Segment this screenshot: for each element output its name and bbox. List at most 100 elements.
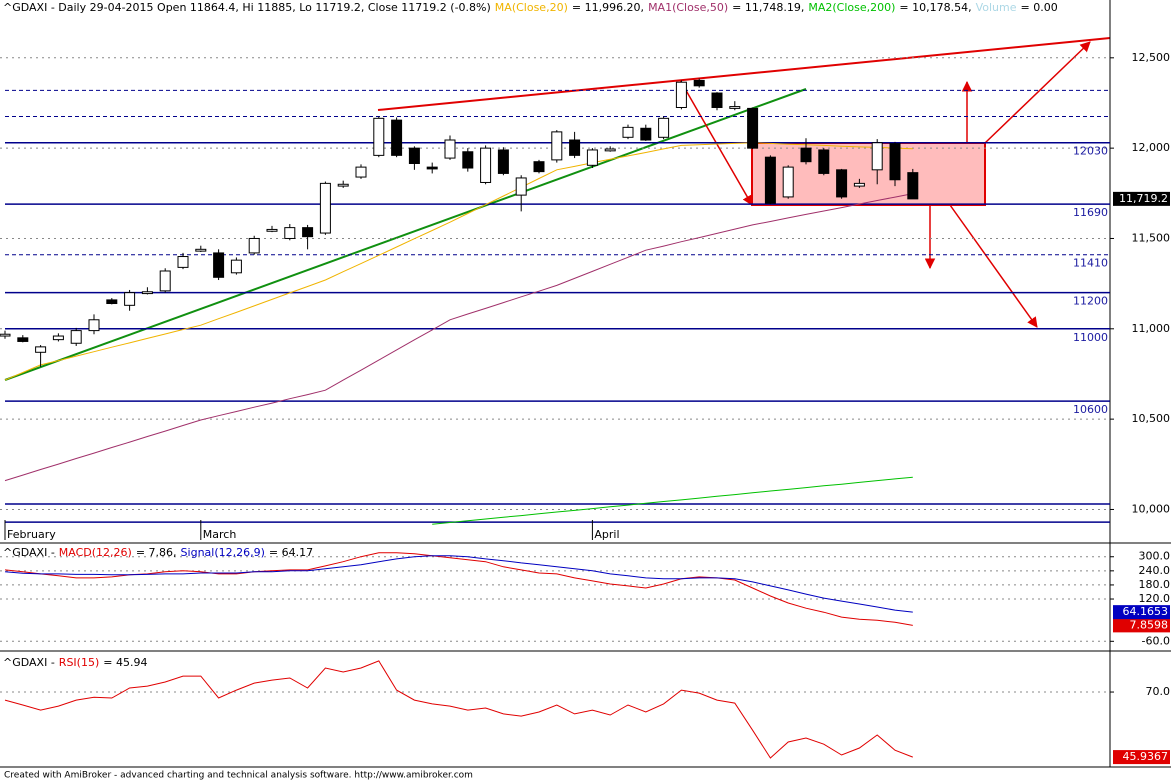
candle-body [337, 183, 349, 187]
arrow [984, 41, 1091, 144]
candle-body [373, 117, 385, 156]
candle-body [408, 147, 420, 164]
legend-entry: MA2(Close,200) [808, 1, 895, 14]
value-badge-label: 7.8598 [1130, 618, 1169, 631]
legend-readout: = 10,178.54, [899, 1, 971, 14]
legend-entry: Signal(12,26,9) [181, 546, 265, 559]
pane-title: ^GDAXI - [3, 656, 55, 669]
candle-body [213, 252, 225, 278]
candle-body [177, 256, 189, 268]
candle-body [907, 172, 919, 200]
arrow [949, 204, 1038, 328]
candle-body [35, 346, 47, 353]
support-line [4, 88, 807, 381]
footer: Created with AmiBroker - advanced charti… [4, 771, 473, 781]
level-label: 10600 [1073, 403, 1108, 416]
moving-average [432, 476, 913, 525]
candle-body [818, 149, 830, 174]
candle-body [355, 166, 367, 178]
y-tick-label: 11,500 [1132, 231, 1171, 244]
candle-body [70, 330, 82, 344]
candle-body [88, 319, 100, 332]
level-label: 11410 [1073, 257, 1108, 270]
indicator-line [4, 555, 913, 613]
candle-body [782, 166, 794, 198]
resistance-line [377, 37, 1111, 111]
candle-body [141, 291, 153, 295]
candle-body [871, 142, 883, 171]
y-tick-label: 12,500 [1132, 51, 1171, 64]
y-tick-label: 11,000 [1132, 322, 1171, 335]
value-badge [1113, 750, 1170, 765]
candle-body [586, 149, 598, 166]
candle-body [711, 92, 723, 108]
x-tick-label: February [7, 528, 56, 541]
legend-entry: MACD(12,26) [59, 546, 132, 559]
y-tick-label: 10,500 [1132, 412, 1171, 425]
legend-entry: MA(Close,20) [495, 1, 568, 14]
legend-readout: = 45.94 [103, 656, 147, 669]
candle-body [302, 227, 314, 238]
legend-entry: RSI(15) [59, 656, 99, 669]
candle-body [747, 107, 759, 149]
candle-body [444, 139, 456, 159]
candle-body [284, 227, 296, 239]
candle-body [0, 333, 11, 337]
candle-body [515, 177, 527, 196]
candle-body [853, 182, 865, 187]
pane-title: ^GDAXI - Daily 29-04-2015 Open 11864.4, … [3, 1, 491, 14]
value-badge [1113, 191, 1170, 206]
legend-readout: = 64.17 [269, 546, 313, 559]
legend-readout: = 11,748.19, [732, 1, 804, 14]
y-tick-label: 300.0 [1139, 550, 1171, 563]
candle-body [319, 182, 331, 234]
y-tick-label: -60.0 [1142, 634, 1170, 647]
indicator-line [4, 660, 913, 759]
pane-header: ^GDAXI - RSI(15) = 45.94 [3, 656, 147, 669]
pane-header: ^GDAXI - MACD(12,26) = 7.86, Signal(12,26,9… [3, 546, 313, 559]
legend-readout: = 7.86, [136, 546, 177, 559]
value-badge [1113, 618, 1170, 633]
level-label: 11200 [1073, 295, 1108, 308]
legend-readout: = 0.00 [1021, 1, 1058, 14]
candle-body [640, 127, 652, 141]
y-tick-label: 180.0 [1139, 578, 1171, 591]
candle-body [17, 337, 29, 342]
legend-entry: Volume [976, 1, 1017, 14]
value-badge-label: 11,719.2 [1119, 192, 1168, 205]
candle-body [836, 169, 848, 198]
y-tick-label: 70.0 [1146, 685, 1171, 698]
x-tick-label: March [203, 528, 237, 541]
candle-body [391, 119, 403, 156]
candle-body [106, 299, 118, 305]
candle-body [462, 151, 474, 169]
level-label: 11000 [1073, 331, 1108, 344]
candle-body [195, 248, 207, 252]
candle-body [426, 166, 438, 170]
candle-body [159, 270, 171, 292]
y-tick-label: 120.0 [1139, 592, 1171, 605]
value-badge-label: 64.1653 [1123, 605, 1169, 618]
level-label: 11690 [1073, 206, 1108, 219]
legend-entry: MA1(Close,50) [648, 1, 728, 14]
candle-body [124, 292, 136, 306]
candle-body [533, 161, 545, 173]
candle-body [248, 237, 260, 254]
candle-body [497, 149, 509, 174]
value-badge-label: 45.9367 [1123, 750, 1169, 763]
candle-body [658, 117, 670, 138]
candle-body [675, 81, 687, 108]
x-tick-label: April [594, 528, 619, 541]
y-tick-label: 10,000 [1132, 502, 1171, 515]
pane-title: ^GDAXI - [3, 546, 55, 559]
y-tick-label: 240.0 [1139, 564, 1171, 577]
value-badge [1113, 605, 1170, 620]
candle-body [480, 147, 492, 183]
candle-body [800, 147, 812, 163]
candle-body [764, 156, 776, 204]
moving-average [4, 193, 913, 482]
candle-body [266, 228, 278, 232]
candle-body [604, 148, 616, 152]
y-tick-label: 12,000 [1132, 141, 1171, 154]
legend-readout: = 11,996.20, [572, 1, 644, 14]
